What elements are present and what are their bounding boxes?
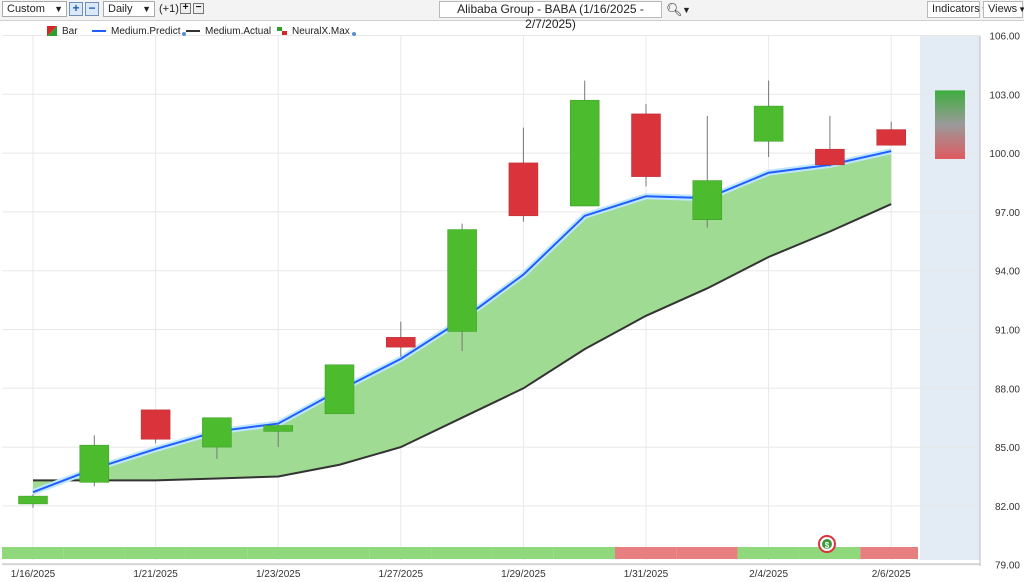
- chevron-down-icon: ▼: [1018, 5, 1024, 14]
- legend-label: Medium.Actual: [205, 25, 272, 37]
- x-tick-label: 1/29/2025: [501, 569, 546, 580]
- views-label: Views: [988, 3, 1018, 15]
- indicators-label: Indicators: [932, 3, 980, 15]
- chevron-down-icon[interactable]: ▼: [682, 5, 691, 15]
- interval-select-value: Daily: [108, 3, 133, 15]
- x-tick-label: 2/4/2025: [749, 569, 788, 580]
- candle-body: [140, 409, 171, 440]
- chart-title-box[interactable]: Alibaba Group - BABA (1/16/2025 - 2/7/20…: [439, 1, 662, 31]
- signal-band-segment: [676, 547, 738, 559]
- signal-band-segment: [185, 547, 248, 559]
- signal-band-segment: [124, 547, 186, 559]
- candle-body: [18, 495, 48, 505]
- candle-body: [631, 113, 661, 177]
- x-tick-label: 1/21/2025: [133, 569, 178, 580]
- search-icon[interactable]: 🔍︎: [666, 2, 683, 17]
- zoom-out-button[interactable]: −: [85, 2, 99, 16]
- y-tick-label: 103.00: [989, 90, 1020, 101]
- y-tick-label: 106.00: [989, 32, 1020, 43]
- legend-bar[interactable]: Bar: [47, 24, 78, 38]
- settings-dot-icon[interactable]: [182, 32, 187, 36]
- candle-body: [876, 129, 906, 146]
- period-select-value: Custom: [7, 3, 45, 15]
- line-legend-icon: [186, 30, 200, 32]
- dollar-signal-inner: [822, 539, 832, 549]
- candle-body: [79, 444, 110, 483]
- legend-medium-actual[interactable]: Medium.Actual: [186, 24, 271, 38]
- signal-band-segment: [798, 547, 861, 559]
- y-tick-label: 79.00: [995, 561, 1020, 572]
- candle-body: [263, 425, 293, 432]
- signal-band-segment: [737, 547, 799, 559]
- offset-minus-button[interactable]: −: [193, 3, 204, 14]
- candle-body: [569, 99, 600, 207]
- x-tick-label: 1/27/2025: [379, 569, 424, 580]
- legend-label: Medium.Predict: [111, 25, 181, 37]
- candle-body: [508, 162, 539, 217]
- legend-label: NeuralX.Max: [292, 25, 350, 37]
- candle-body: [386, 337, 416, 348]
- line-legend-icon: [92, 30, 106, 32]
- y-tick-label: 94.00: [995, 267, 1020, 278]
- signal-band-segment: [369, 547, 432, 559]
- x-tick-label: 2/6/2025: [872, 569, 911, 580]
- candle-body: [753, 105, 784, 142]
- views-button[interactable]: Views▼: [983, 1, 1024, 18]
- signal-band-segment: [431, 547, 493, 559]
- y-tick-label: 82.00: [995, 502, 1020, 513]
- dollar-signal-glyph: $: [825, 541, 830, 550]
- offset-plus-button[interactable]: +: [180, 3, 191, 14]
- neuralx-legend-icon: [277, 27, 287, 35]
- x-tick-label: 1/16/2025: [11, 569, 56, 580]
- signal-band-segment: [2, 547, 64, 559]
- candle-body: [324, 364, 355, 415]
- candle-body: [815, 148, 845, 166]
- neuralx-max-bar: [935, 90, 965, 159]
- bar-legend-icon: [47, 26, 57, 36]
- signal-band-segment: [860, 547, 918, 559]
- chevron-down-icon: ▼: [142, 4, 151, 14]
- toolbar: Custom ▼ + − Daily ▼ (+1) + − Alibaba Gr…: [0, 0, 1024, 31]
- y-tick-label: 97.00: [995, 208, 1020, 219]
- x-tick-label: 1/23/2025: [256, 569, 301, 580]
- candle-body: [447, 229, 477, 332]
- chevron-down-icon: ▼: [54, 4, 63, 14]
- interval-select[interactable]: Daily ▼: [103, 1, 155, 17]
- chart-title: Alibaba Group - BABA (1/16/2025 - 2/7/20…: [457, 2, 644, 31]
- candle-body: [202, 417, 232, 448]
- settings-dot-icon[interactable]: [351, 32, 356, 36]
- y-tick-label: 91.00: [995, 326, 1020, 337]
- period-select[interactable]: Custom ▼: [2, 1, 67, 17]
- signal-band-segment: [492, 547, 554, 559]
- candle-body: [692, 180, 723, 220]
- offset-label: (+1): [159, 3, 179, 15]
- signal-band-segment: [63, 547, 125, 559]
- signal-band-segment: [308, 547, 370, 559]
- signal-band-segment: [247, 547, 309, 559]
- y-tick-label: 100.00: [989, 149, 1020, 160]
- legend-neuralx-max[interactable]: NeuralX.Max: [277, 24, 356, 38]
- signal-band-segment: [553, 547, 615, 559]
- y-tick-label: 85.00: [995, 443, 1020, 454]
- x-tick-label: 1/31/2025: [624, 569, 669, 580]
- zoom-in-button[interactable]: +: [69, 2, 83, 16]
- legend-medium-predict[interactable]: Medium.Predict: [92, 24, 187, 38]
- legend-label: Bar: [62, 25, 78, 37]
- series-medium-actual: [33, 203, 892, 482]
- signal-band-segment: [615, 547, 677, 559]
- y-tick-label: 88.00: [995, 384, 1020, 395]
